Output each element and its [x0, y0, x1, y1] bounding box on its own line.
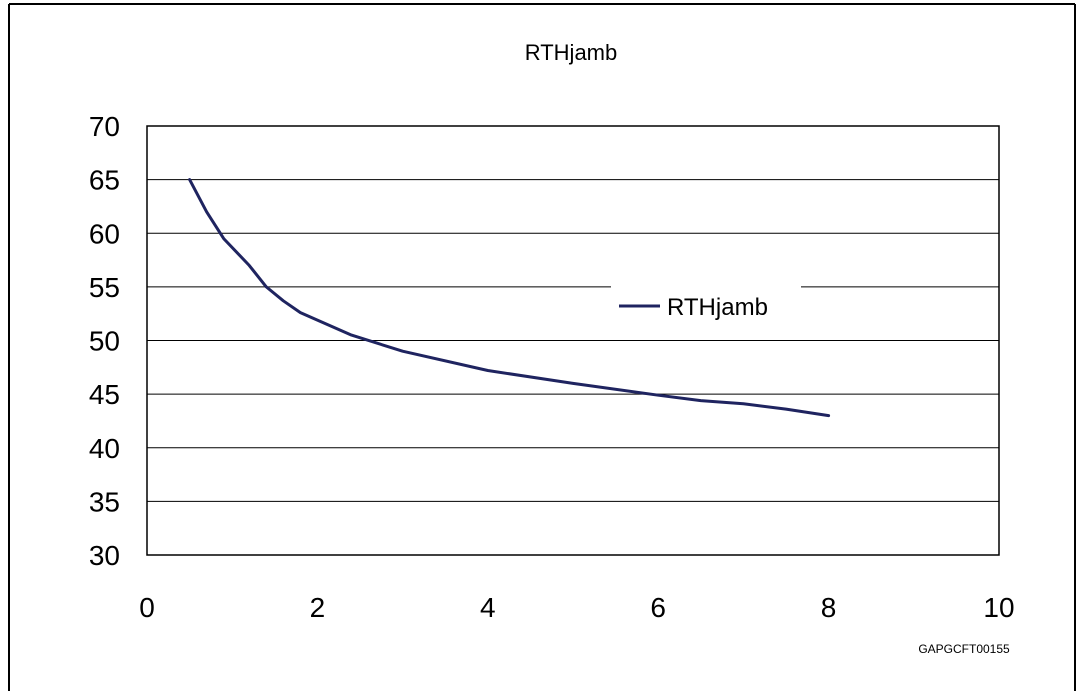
y-tick-label: 60: [89, 218, 120, 249]
x-tick-label: 6: [650, 592, 666, 623]
x-tick-label: 4: [480, 592, 496, 623]
y-tick-label: 35: [89, 486, 120, 517]
y-tick-label: 55: [89, 272, 120, 303]
x-tick-label: 10: [983, 592, 1014, 623]
series-line-0: [188, 178, 831, 418]
figure-code-annotation: GAPGCFT00155: [918, 642, 1010, 656]
chart-title: RTHjamb: [525, 40, 618, 65]
gridlines: [147, 179, 999, 502]
x-tick-label: 2: [310, 592, 326, 623]
y-tick-label: 45: [89, 379, 120, 410]
x-tick-label: 8: [821, 592, 837, 623]
series-layer: [188, 178, 831, 418]
y-tick-label: 70: [89, 111, 120, 142]
legend-label: RTHjamb: [667, 294, 768, 321]
y-tick-label: 40: [89, 433, 120, 464]
legend: RTHjamb: [611, 285, 801, 325]
x-tick-label: 0: [139, 592, 155, 623]
tick-labels: 30 35 40 45 50 55 60 65 70 0 2 4 6 8 10: [89, 111, 1015, 623]
plot-area: [146, 125, 1000, 556]
y-tick-label: 30: [89, 540, 120, 571]
y-tick-label: 65: [89, 165, 120, 196]
axes: [146, 125, 1000, 556]
y-tick-label: 50: [89, 326, 120, 357]
